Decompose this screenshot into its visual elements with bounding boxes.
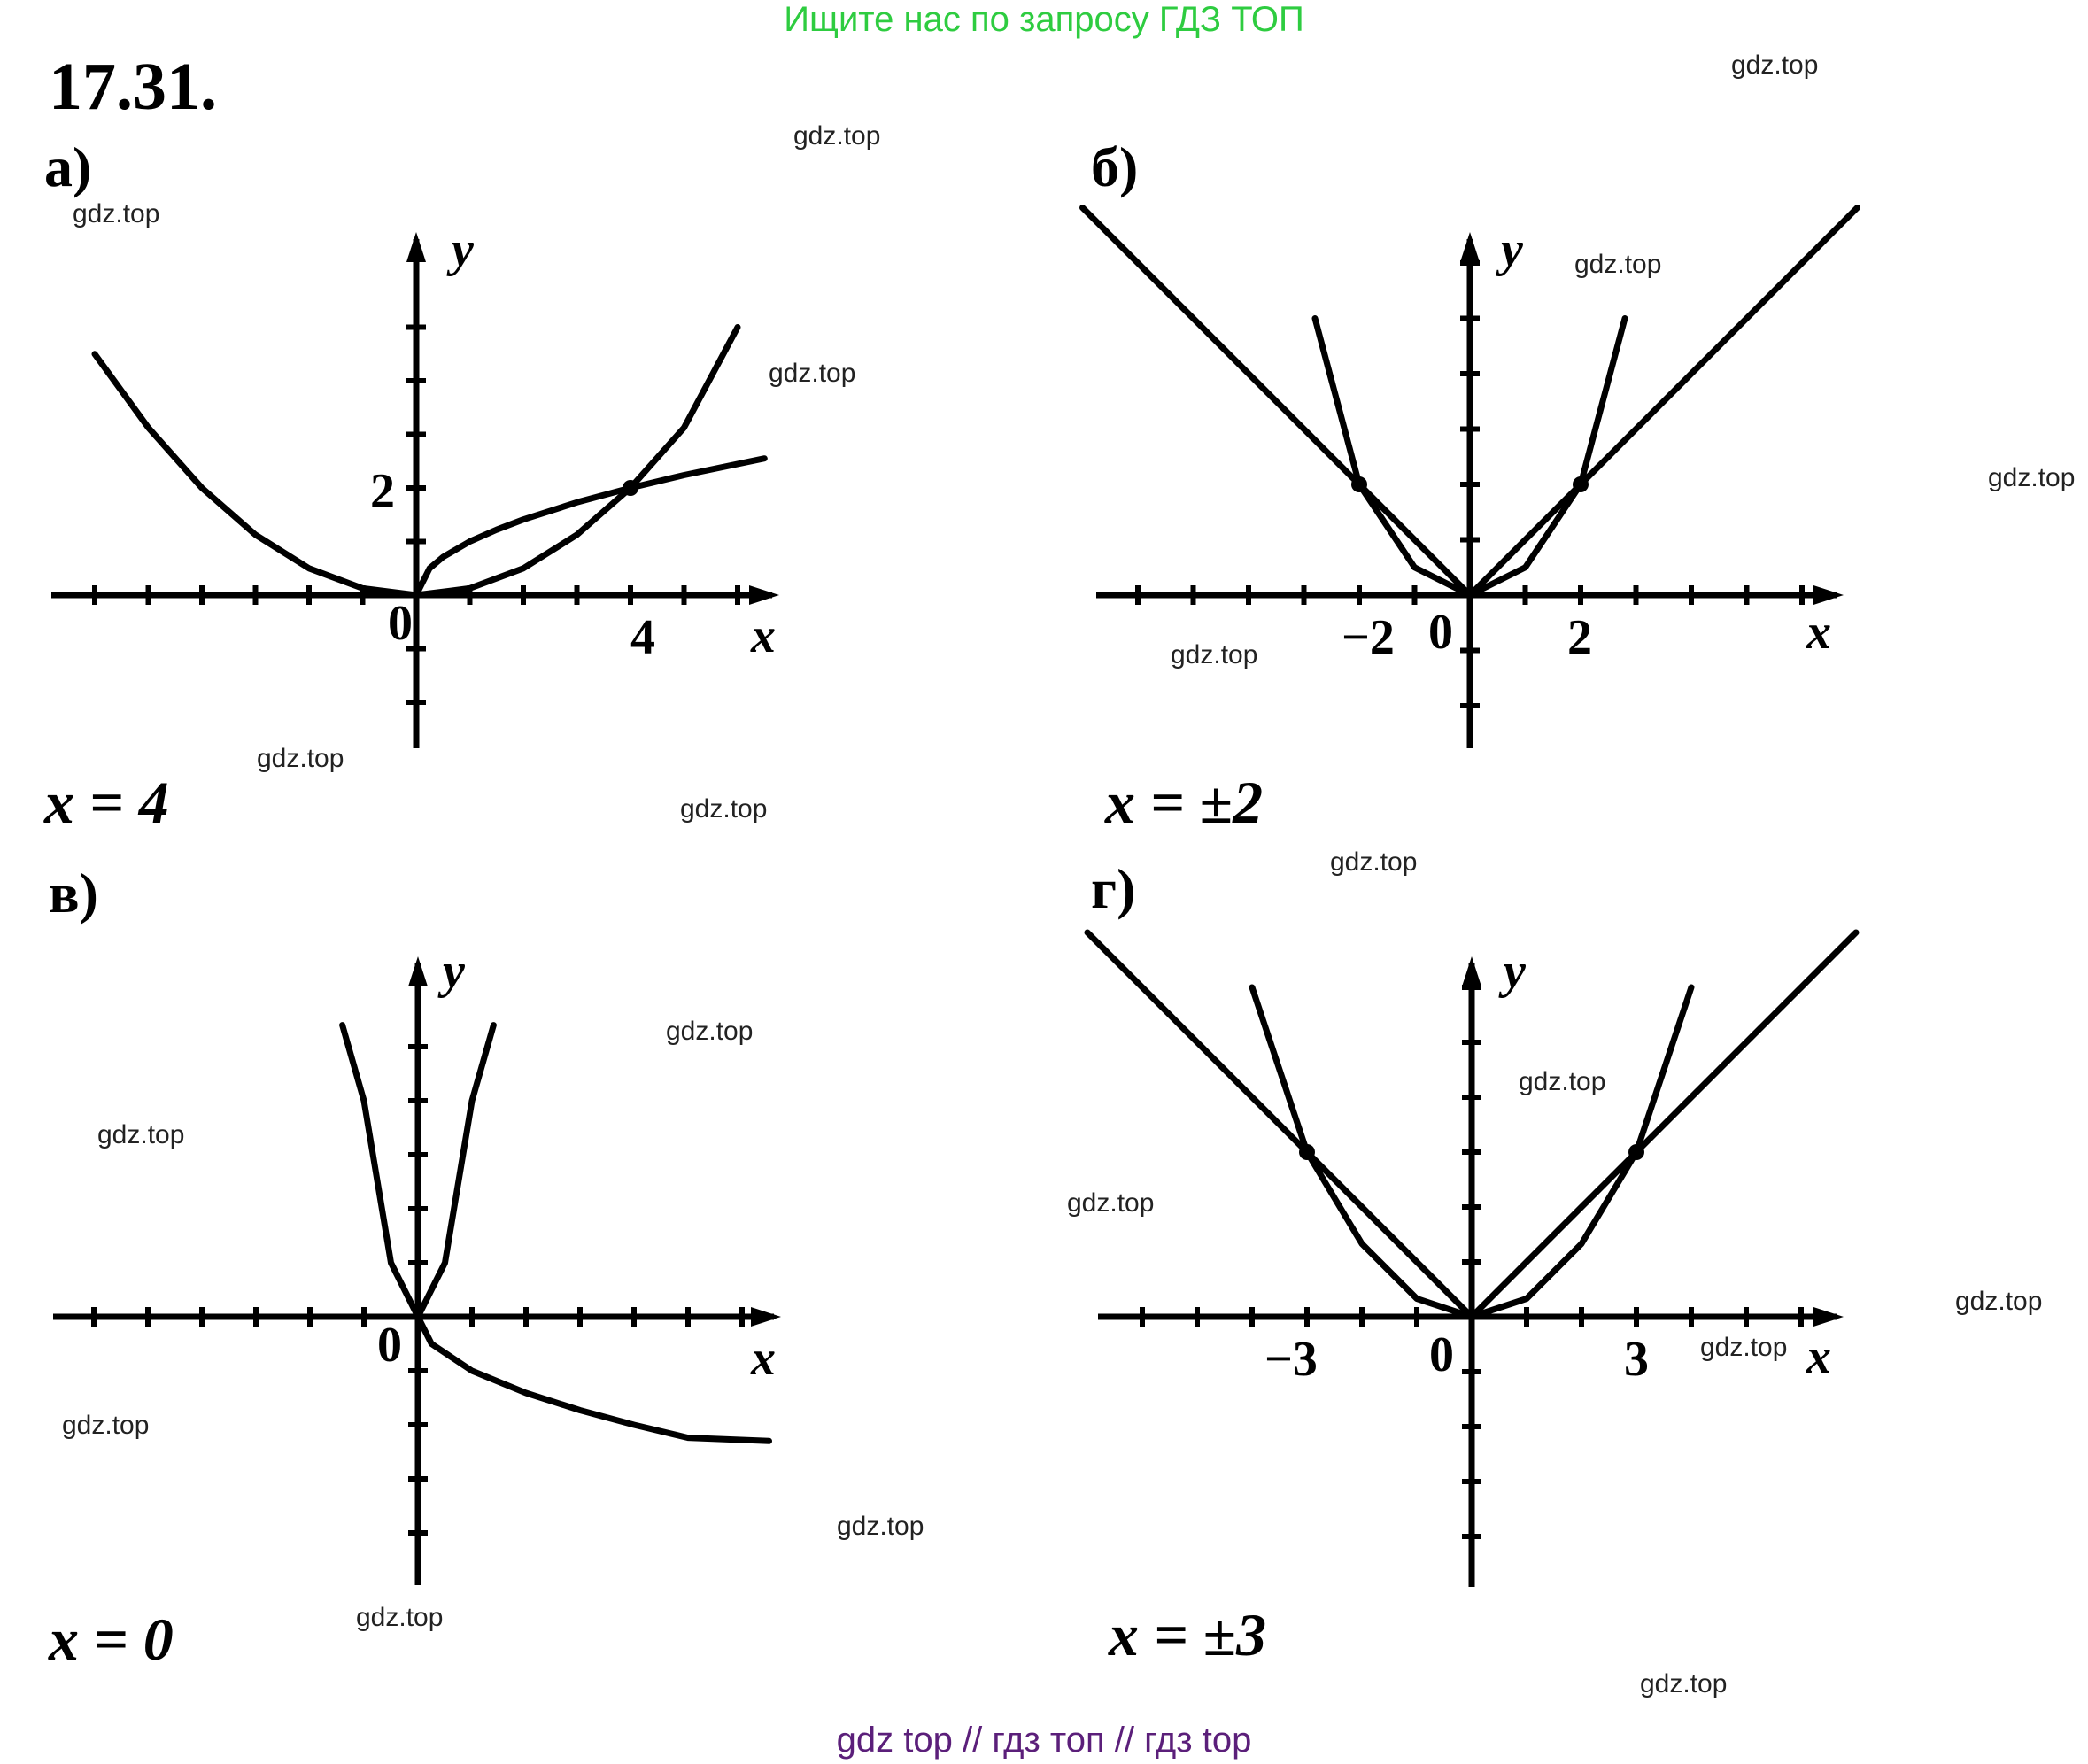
y-axis-label: y (1496, 222, 1524, 277)
x-axis-label: x (750, 1331, 776, 1386)
watermark: gdz.top (73, 199, 160, 228)
part-label-b: б) (1091, 135, 1139, 198)
series-line-1 (414, 1313, 772, 1444)
watermark: gdz.top (769, 359, 856, 388)
y-axis-label: y (1498, 944, 1527, 999)
y-axis-arrow (408, 956, 428, 986)
tick-label: 4 (630, 610, 655, 665)
watermark: gdz.top (1067, 1188, 1155, 1218)
x-axis-label: x (1806, 605, 1831, 660)
part-label-a: а) (44, 135, 92, 198)
x-axis-label: x (750, 608, 776, 663)
series-line-1 (1249, 984, 1695, 1320)
part-label-v: в) (49, 862, 98, 925)
bottom-banner[interactable]: gdz top // гдз топ // гдз top (836, 1721, 1252, 1760)
intersection-point (1573, 476, 1589, 492)
watermark: gdz.top (1955, 1287, 2043, 1316)
top-banner[interactable]: Ищите нас по запросу ГДЗ ТОП (784, 0, 1304, 39)
tick-label: 3 (1624, 1332, 1649, 1387)
answer-g: x = ±3 (1109, 1601, 1267, 1668)
tick-label: −3 (1264, 1332, 1318, 1387)
answer-a: x = 4 (44, 769, 169, 836)
intersection-point (623, 480, 638, 496)
tick-label: 0 (1428, 605, 1453, 660)
watermark: gdz.top (257, 744, 344, 773)
watermark: gdz.top (1519, 1067, 1606, 1096)
intersection-point (1351, 476, 1367, 492)
tick-label: −2 (1342, 610, 1395, 665)
chart-panel-0: 0 4 2 x y (51, 222, 779, 748)
watermark: gdz.top (356, 1603, 444, 1632)
watermark: gdz.top (837, 1512, 924, 1541)
watermark: gdz.top (1171, 640, 1258, 669)
chart-panel-1: −2 0 2 x y (1079, 205, 1860, 748)
y-axis-arrow (1460, 232, 1480, 262)
y-axis-label: y (446, 222, 475, 277)
intersection-point (1299, 1144, 1315, 1160)
x-axis-arrow (749, 585, 779, 605)
watermark: gdz.top (1700, 1333, 1788, 1362)
y-axis-arrow (1462, 956, 1481, 986)
chart-panel-3: −3 0 3 x y (1084, 929, 1860, 1587)
tick-label: 0 (388, 596, 413, 651)
tick-label: 2 (1567, 610, 1592, 665)
watermark: gdz.top (666, 1017, 754, 1046)
watermark: gdz.top (793, 121, 881, 151)
tick-label: 0 (377, 1318, 402, 1373)
answer-b: x = ±2 (1105, 769, 1264, 836)
x-axis-label: x (1806, 1329, 1831, 1384)
chart-panel-2: 0 x y (53, 944, 781, 1585)
y-axis-label: y (437, 944, 466, 999)
watermark: gdz.top (1640, 1669, 1728, 1698)
watermark: gdz.top (62, 1411, 150, 1440)
watermark: gdz.top (680, 794, 768, 824)
watermark: gdz.top (1988, 463, 2076, 492)
watermark: gdz.top (1574, 250, 1662, 279)
intersection-point (1628, 1144, 1644, 1160)
watermark: gdz.top (1731, 50, 1819, 80)
x-axis-arrow (1813, 1307, 1844, 1327)
tick-label: 2 (370, 464, 395, 519)
problem-number: 17.31. (49, 50, 217, 124)
x-axis-arrow (751, 1307, 781, 1327)
series-line-1 (413, 455, 768, 599)
part-label-g: г) (1091, 857, 1136, 920)
y-axis-arrow (406, 232, 426, 262)
x-axis-arrow (1813, 585, 1844, 605)
answer-v: x = 0 (49, 1605, 174, 1673)
watermark: gdz.top (97, 1120, 185, 1149)
tick-label: 0 (1429, 1327, 1454, 1382)
watermark: gdz.top (1330, 847, 1418, 877)
